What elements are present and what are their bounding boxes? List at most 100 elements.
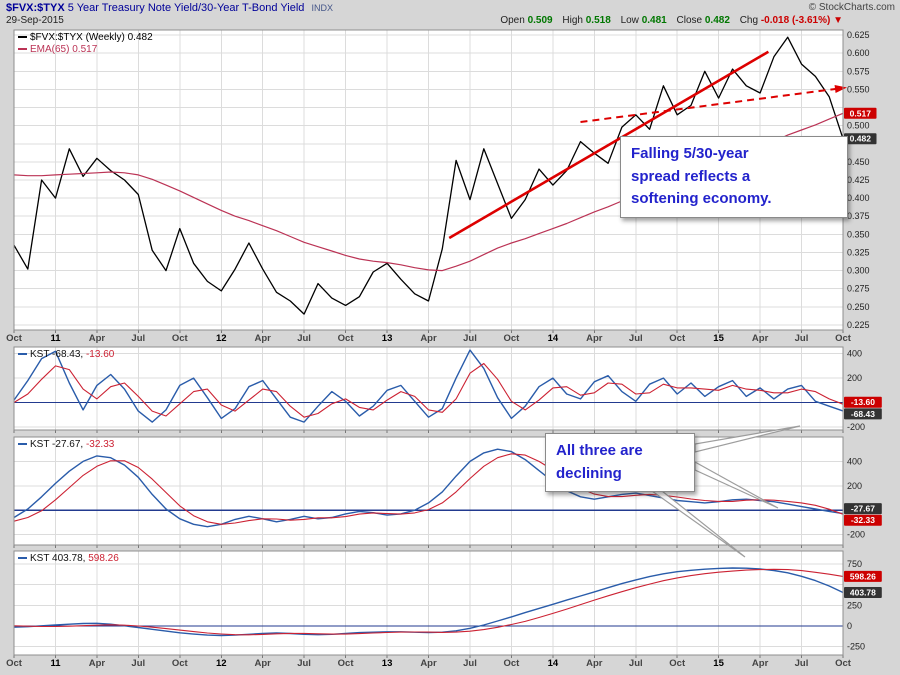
y-tick-label: -250 [847, 642, 865, 652]
down-arrow-icon: ▼ [830, 15, 843, 26]
y-tick-label: 0.300 [847, 266, 870, 276]
kst-line [13, 448, 844, 528]
y-tick-label: -200 [847, 530, 865, 540]
x-tick-label: Apr [89, 333, 106, 344]
x-tick-label: Apr [255, 333, 272, 344]
y-tick-label: 0 [847, 621, 852, 631]
legend-line-sample [18, 443, 27, 446]
trendline-arrowhead [834, 85, 847, 93]
symbol: $FVX:$TYX [6, 2, 65, 14]
legend-line-sample [18, 36, 27, 39]
x-tick-label: Oct [6, 658, 23, 669]
x-tick-label: Oct [172, 333, 189, 344]
callout-arrow [694, 460, 779, 509]
y-tick-label: 750 [847, 559, 862, 569]
x-tick-label: Oct [669, 333, 686, 344]
legend-label: 598.26 [88, 553, 119, 564]
value-badge [844, 396, 882, 408]
value-badge [844, 587, 882, 598]
chart-header: $FVX:$TYX 5 Year Treasury Note Yield/30-… [6, 2, 333, 14]
annotation-line: declining [556, 464, 622, 482]
y-tick-label: 0.275 [847, 284, 870, 294]
x-tick-label: 11 [50, 333, 61, 344]
x-tick-label: 14 [548, 333, 559, 344]
legend-label: EMA(65) 0.517 [30, 44, 98, 55]
value-badge [844, 107, 877, 119]
value-badge-text: -27.67 [851, 504, 875, 514]
annotation-line: Falling 5/30-year [631, 145, 749, 162]
x-tick-label: Oct [503, 658, 520, 669]
y-tick-label: -200 [847, 422, 865, 432]
trendline [448, 50, 770, 240]
y-tick-label: 0.450 [847, 157, 870, 167]
x-tick-label: Apr [420, 333, 437, 344]
x-tick-label: 15 [713, 333, 724, 344]
kst-line [13, 349, 844, 423]
x-tick-label: Oct [338, 658, 355, 669]
chg-value: -0.018 (-3.61%) [760, 15, 831, 26]
page-title: 5 Year Treasury Note Yield/30-Year T-Bon… [67, 2, 305, 14]
close-value: 0.482 [704, 15, 730, 26]
x-tick-label: 14 [548, 658, 559, 669]
main-legend: $FVX:$TYX (Weekly) 0.482 EMA(65) 0.517 [18, 32, 153, 56]
value-badge-text: -13.60 [851, 397, 875, 407]
value-badge-text: -68.43 [851, 409, 875, 419]
dashed-trendline [580, 86, 844, 124]
x-tick-label: Oct [6, 333, 23, 344]
y-tick-label: 400 [847, 349, 862, 359]
kst3-legend: KST 403.78, 598.26 [18, 553, 119, 565]
kst-signal-line [13, 568, 844, 636]
value-badge [844, 514, 882, 526]
y-tick-label: 0.350 [847, 229, 870, 239]
y-tick-label: 0.625 [847, 30, 870, 40]
x-tick-label: 13 [382, 333, 393, 344]
x-tick-label: Apr [586, 333, 603, 344]
value-badge-text: -32.33 [851, 515, 875, 525]
legend-line-sample [18, 557, 27, 560]
x-tick-label: 13 [382, 658, 393, 669]
x-tick-label: Jul [131, 658, 145, 669]
x-tick-label: Oct [835, 658, 852, 669]
kst3-border [13, 550, 844, 656]
legend-label: $FVX:$TYX (Weekly) 0.482 [30, 32, 153, 43]
x-tick-label: Jul [629, 333, 643, 344]
x-tick-label: 15 [713, 658, 724, 669]
quote-strip: Open 0.509 High 0.518 Low 0.481 Close 0.… [500, 15, 843, 26]
legend-label: KST 403.78, [30, 553, 86, 564]
y-tick-label: 0.250 [847, 302, 870, 312]
callout-arrow [694, 425, 801, 453]
kst1-legend: KST -68.43, -13.60 [18, 349, 114, 361]
y-tick-label: 0.550 [847, 84, 870, 94]
x-tick-label: Jul [795, 333, 809, 344]
kst-signal-line [13, 453, 844, 525]
value-badge-text: 403.78 [850, 588, 876, 598]
copyright: © StockCharts.com [808, 2, 895, 13]
kst-annotation-box: All three are declining [545, 433, 695, 492]
kst2-border [13, 436, 844, 546]
price-line [13, 36, 844, 315]
x-tick-label: Jul [463, 333, 477, 344]
close-label: Close [676, 15, 703, 26]
main-annotation-box: Falling 5/30-year spread reflects a soft… [620, 136, 848, 218]
low-label: Low [620, 15, 639, 26]
y-tick-label: 200 [847, 373, 862, 383]
x-tick-label: Jul [629, 658, 643, 669]
exchange-label: INDX [311, 3, 333, 13]
y-tick-label: 0.600 [847, 48, 870, 58]
x-tick-label: Apr [752, 658, 769, 669]
low-value: 0.481 [641, 15, 667, 26]
x-tick-label: Apr [89, 658, 106, 669]
x-tick-label: Jul [795, 658, 809, 669]
chart-date: 29-Sep-2015 [6, 15, 64, 26]
annotation-line: spread reflects a [631, 167, 751, 185]
chg-label: Chg [739, 15, 759, 26]
x-tick-label: Apr [255, 658, 272, 669]
value-badge [844, 133, 877, 145]
kst2-legend: KST -27.67, -32.33 [18, 439, 114, 451]
legend-label: -13.60 [85, 349, 115, 360]
annotation-line: All three are [556, 442, 643, 459]
kst-signal-line [13, 362, 844, 418]
x-tick-label: Jul [297, 658, 311, 669]
